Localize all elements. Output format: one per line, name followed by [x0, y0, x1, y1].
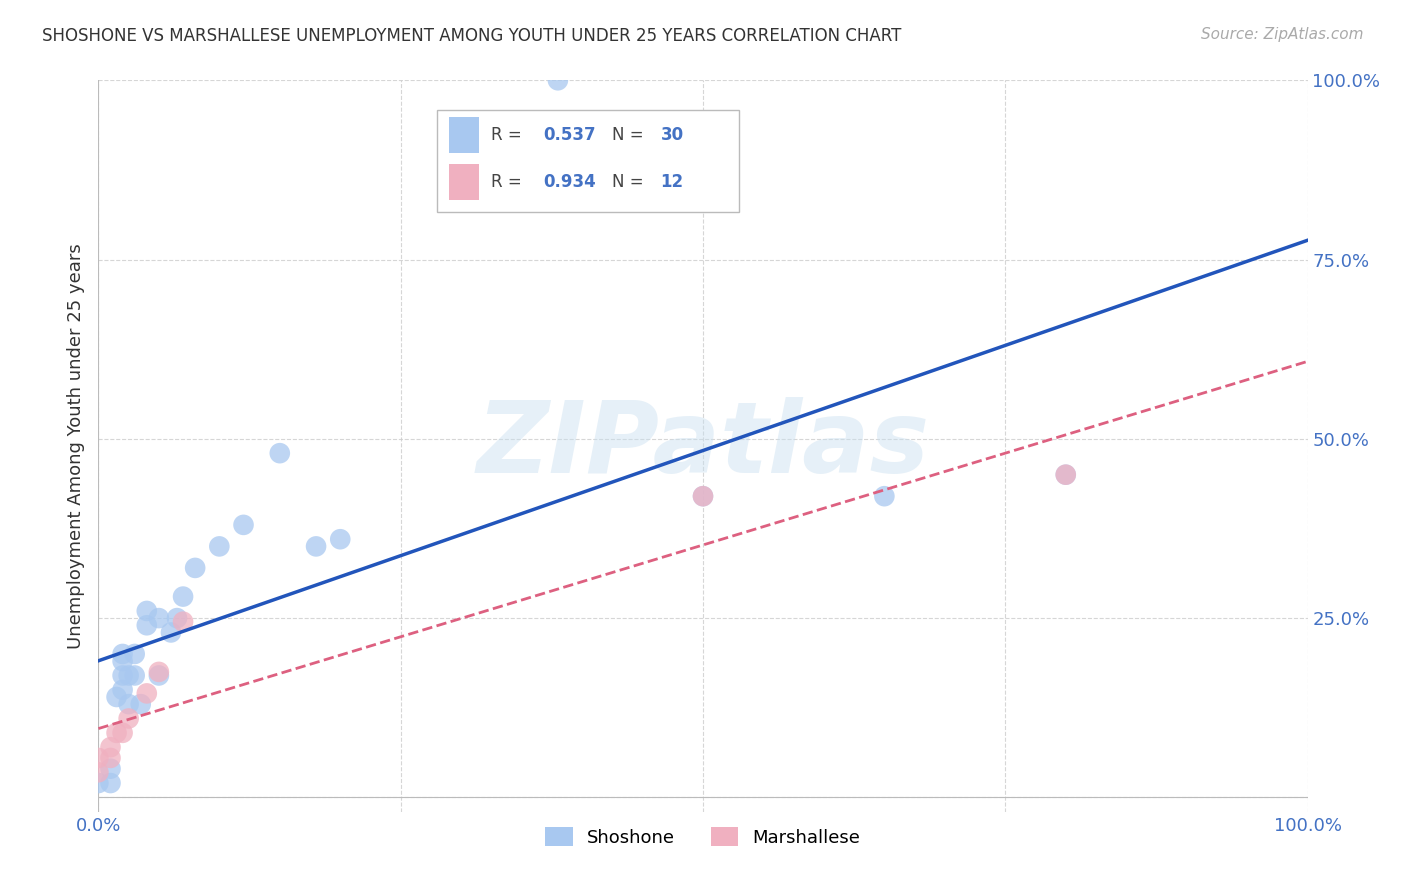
Point	[148, 665, 170, 679]
Legend: Shoshone, Marshallese: Shoshone, Marshallese	[538, 820, 868, 854]
Point	[87, 751, 110, 765]
Point	[124, 647, 146, 661]
Point	[1054, 467, 1077, 482]
Point	[105, 690, 128, 704]
Point	[111, 654, 134, 668]
Point	[172, 590, 194, 604]
Point	[100, 751, 122, 765]
Point	[87, 776, 110, 790]
Point	[166, 611, 188, 625]
Point	[111, 668, 134, 682]
Point	[135, 686, 157, 700]
Point	[111, 647, 134, 661]
Point	[547, 73, 569, 87]
Bar	[449, 117, 479, 153]
Point	[118, 668, 141, 682]
Text: N =: N =	[613, 126, 650, 144]
Point	[87, 765, 110, 780]
Point	[100, 776, 122, 790]
Text: N =: N =	[613, 173, 650, 191]
Point	[135, 604, 157, 618]
Point	[148, 668, 170, 682]
Text: R =: R =	[492, 173, 527, 191]
Point	[692, 489, 714, 503]
Point	[124, 668, 146, 682]
Text: 0.537: 0.537	[543, 126, 595, 144]
Text: SHOSHONE VS MARSHALLESE UNEMPLOYMENT AMONG YOUTH UNDER 25 YEARS CORRELATION CHAR: SHOSHONE VS MARSHALLESE UNEMPLOYMENT AMO…	[42, 27, 901, 45]
Point	[129, 697, 152, 711]
Point	[208, 540, 231, 554]
Point	[111, 682, 134, 697]
Point	[1054, 467, 1077, 482]
Text: 30: 30	[661, 126, 683, 144]
Text: ZIPatlas: ZIPatlas	[477, 398, 929, 494]
Point	[269, 446, 291, 460]
Point	[172, 615, 194, 629]
Point	[118, 711, 141, 725]
Point	[873, 489, 896, 503]
Text: 0.934: 0.934	[543, 173, 596, 191]
Point	[105, 726, 128, 740]
Point	[160, 625, 183, 640]
Point	[329, 533, 352, 547]
Point	[305, 540, 328, 554]
Text: Source: ZipAtlas.com: Source: ZipAtlas.com	[1201, 27, 1364, 42]
Y-axis label: Unemployment Among Youth under 25 years: Unemployment Among Youth under 25 years	[66, 244, 84, 648]
Text: R =: R =	[492, 126, 527, 144]
Point	[111, 726, 134, 740]
Text: 12: 12	[661, 173, 683, 191]
Point	[100, 740, 122, 755]
Point	[100, 762, 122, 776]
Point	[692, 489, 714, 503]
Point	[135, 618, 157, 632]
Point	[232, 517, 254, 532]
Point	[148, 611, 170, 625]
Bar	[449, 164, 479, 200]
Point	[118, 697, 141, 711]
Point	[184, 561, 207, 575]
